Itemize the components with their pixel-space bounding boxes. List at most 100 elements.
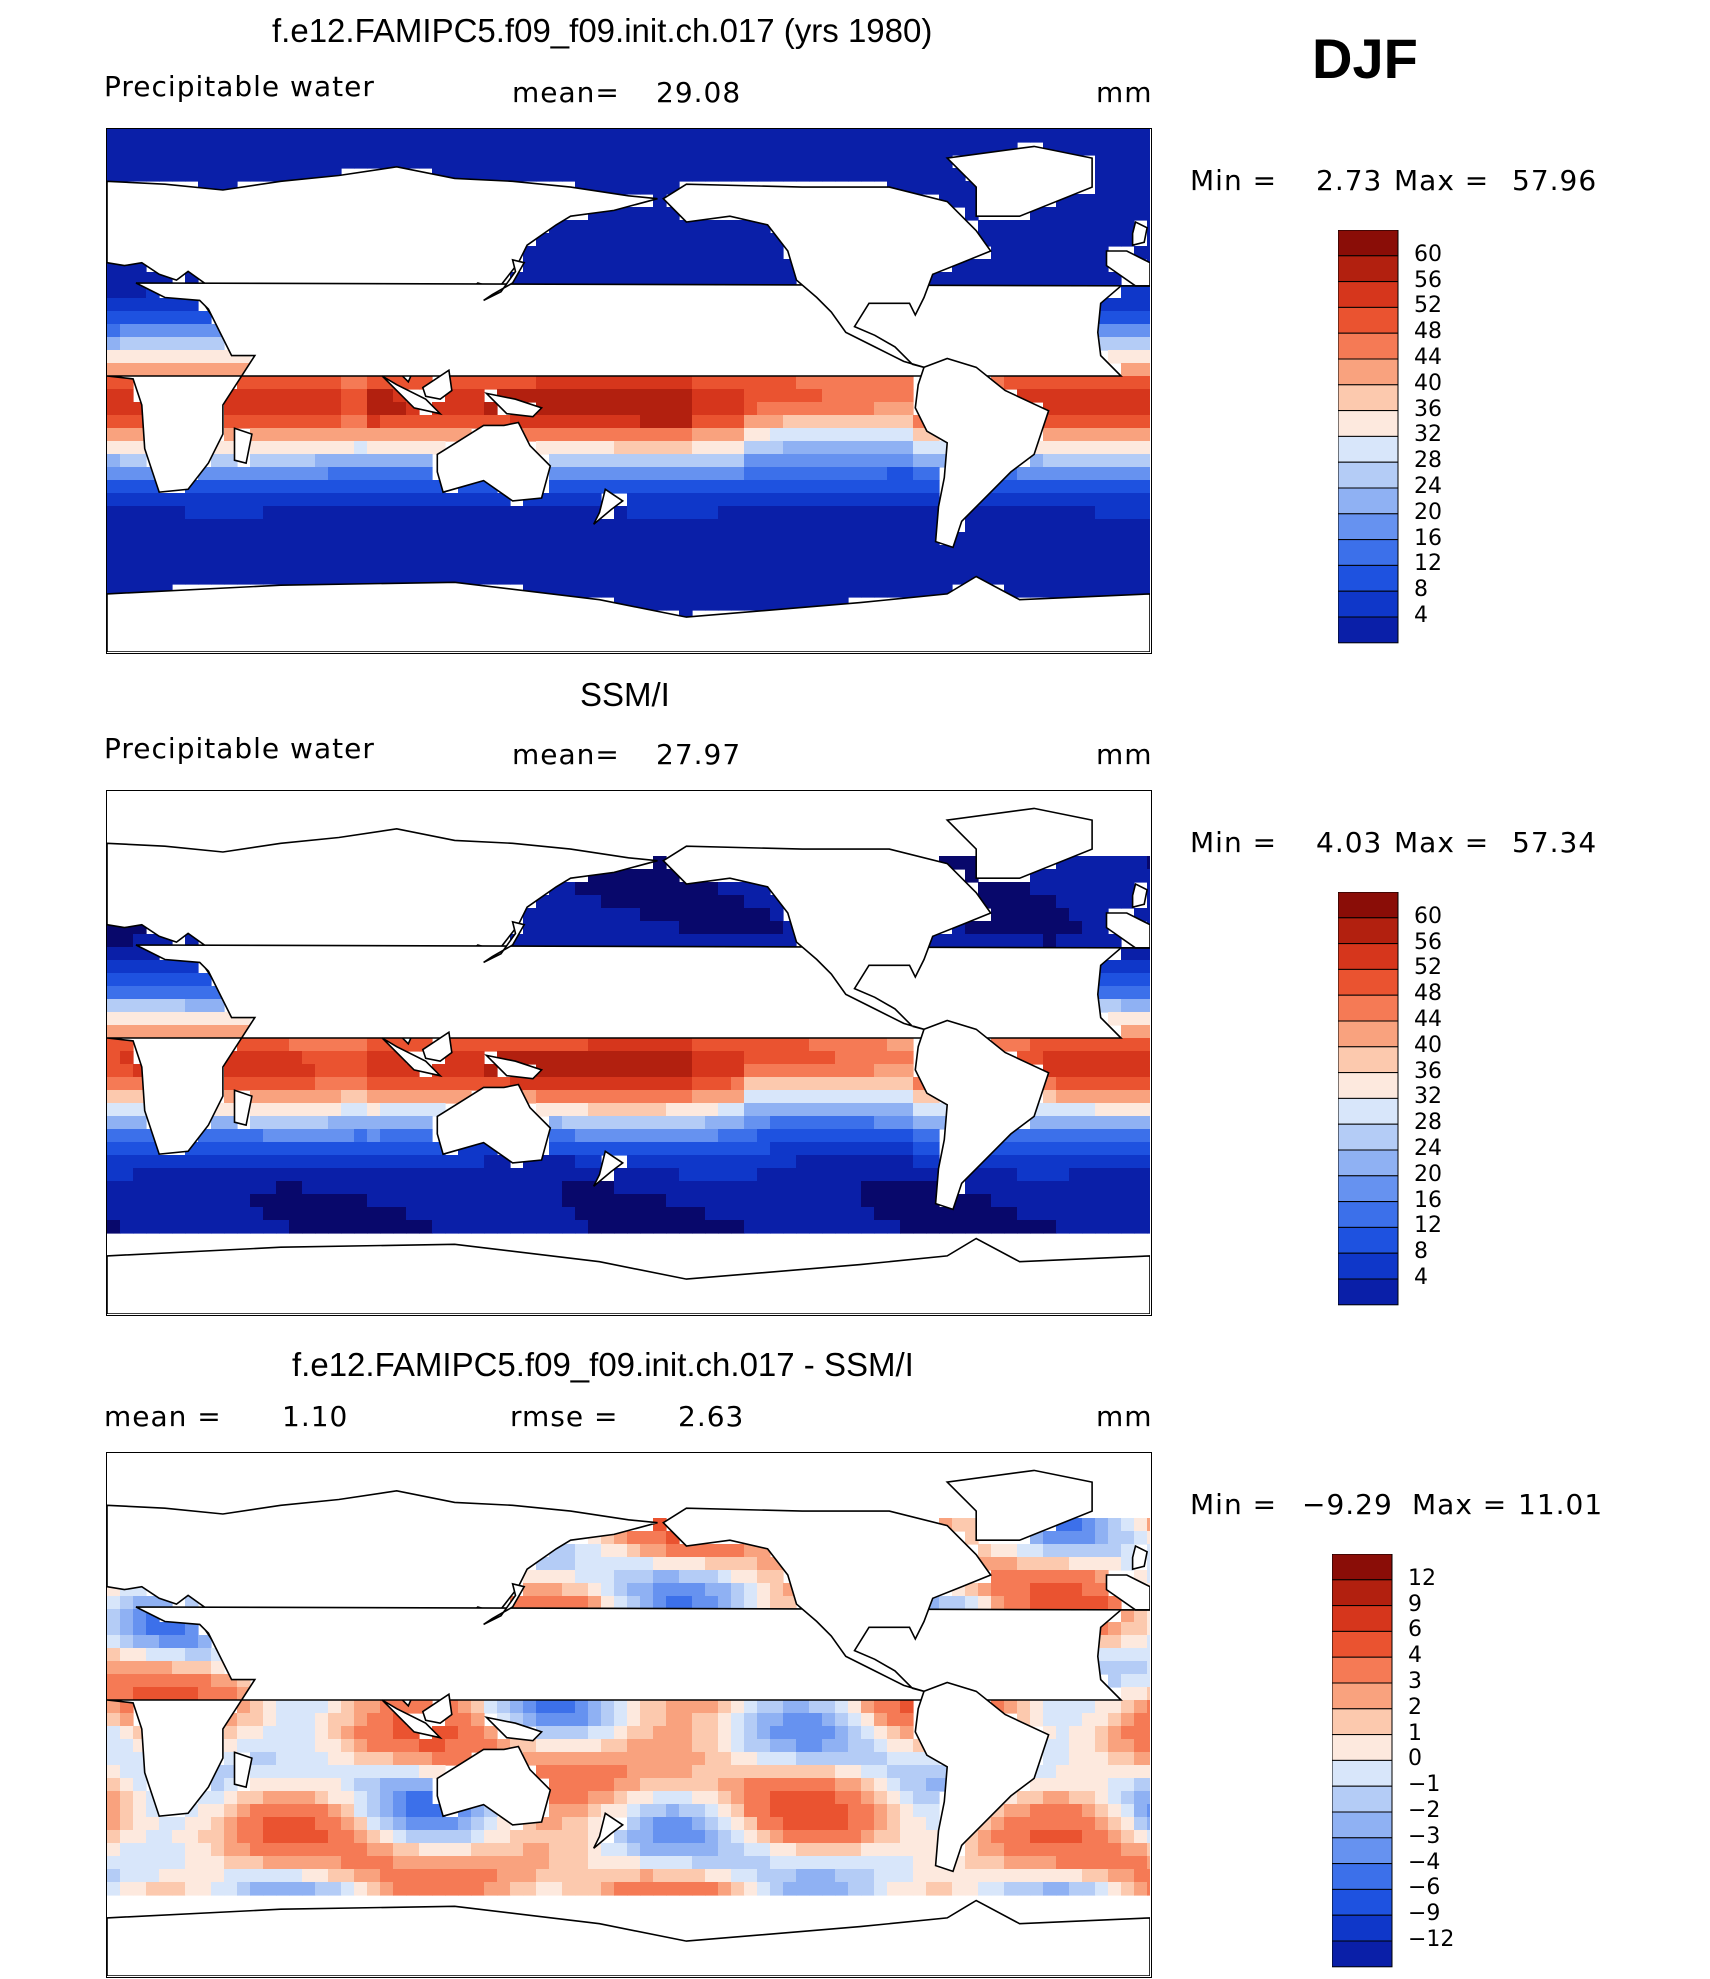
field-cell bbox=[315, 1168, 329, 1182]
field-cell bbox=[432, 129, 446, 143]
field-cell bbox=[276, 1752, 290, 1766]
field-cell bbox=[900, 1220, 914, 1234]
field-cell bbox=[1082, 142, 1096, 156]
field-cell bbox=[523, 1051, 537, 1065]
field-cell bbox=[835, 1142, 849, 1156]
field-cell bbox=[536, 259, 550, 273]
field-cell bbox=[484, 1726, 498, 1740]
panel1-max-value: 57.96 bbox=[1512, 164, 1598, 197]
field-cell bbox=[588, 1142, 602, 1156]
season-label: DJF bbox=[1312, 27, 1418, 90]
field-cell bbox=[302, 571, 316, 585]
field-cell bbox=[315, 1843, 329, 1857]
field-cell bbox=[497, 142, 511, 156]
field-cell bbox=[666, 1713, 680, 1727]
field-cell bbox=[484, 155, 498, 169]
field-cell bbox=[614, 1583, 628, 1597]
field-cell bbox=[445, 1830, 459, 1844]
field-cell bbox=[757, 558, 771, 572]
field-cell bbox=[692, 142, 706, 156]
field-cell bbox=[185, 571, 199, 585]
field-cell bbox=[302, 1090, 316, 1104]
field-cell bbox=[653, 934, 667, 948]
field-cell bbox=[328, 1882, 342, 1896]
field-cell bbox=[302, 1155, 316, 1169]
field-cell bbox=[393, 1220, 407, 1234]
field-cell bbox=[250, 506, 264, 520]
field-cell bbox=[393, 1830, 407, 1844]
field-cell bbox=[939, 1220, 953, 1234]
field-cell bbox=[1108, 1700, 1122, 1714]
field-cell bbox=[809, 428, 823, 442]
field-cell bbox=[822, 1739, 836, 1753]
field-cell bbox=[380, 1778, 394, 1792]
field-cell bbox=[1121, 519, 1135, 533]
field-cell bbox=[614, 1051, 628, 1065]
field-cell bbox=[146, 1687, 160, 1701]
field-cell bbox=[133, 441, 147, 455]
field-cell bbox=[744, 480, 758, 494]
field-cell bbox=[653, 480, 667, 494]
field-cell bbox=[965, 1882, 979, 1896]
field-cell bbox=[978, 1882, 992, 1896]
field-cell bbox=[1134, 1207, 1148, 1221]
field-cell bbox=[1147, 363, 1150, 377]
field-cell bbox=[731, 1116, 745, 1130]
field-cell bbox=[1121, 1103, 1135, 1117]
field-cell bbox=[705, 895, 719, 909]
field-cell bbox=[263, 480, 277, 494]
field-cell bbox=[1043, 129, 1057, 143]
field-cell bbox=[120, 1051, 134, 1065]
field-cell bbox=[159, 129, 173, 143]
field-cell bbox=[185, 973, 199, 987]
field-cell bbox=[328, 402, 342, 416]
field-cell bbox=[1030, 532, 1044, 546]
field-cell bbox=[822, 1713, 836, 1727]
field-cell bbox=[705, 1817, 719, 1831]
field-cell bbox=[172, 1194, 186, 1208]
field-cell bbox=[341, 454, 355, 468]
field-cell bbox=[419, 506, 433, 520]
field-cell bbox=[835, 142, 849, 156]
field-cell bbox=[536, 1090, 550, 1104]
field-cell bbox=[718, 467, 732, 481]
field-cell bbox=[133, 1129, 147, 1143]
field-cell bbox=[1030, 1700, 1044, 1714]
field-cell bbox=[640, 1557, 654, 1571]
colorbar-swatch bbox=[1338, 1278, 1399, 1306]
field-cell bbox=[549, 454, 563, 468]
field-cell bbox=[1121, 1207, 1135, 1221]
field-cell bbox=[809, 1843, 823, 1857]
field-cell bbox=[627, 389, 641, 403]
field-cell bbox=[1069, 1713, 1083, 1727]
field-cell bbox=[575, 428, 589, 442]
coastline bbox=[1131, 220, 1149, 247]
field-cell bbox=[575, 1869, 589, 1883]
field-cell bbox=[367, 532, 381, 546]
field-cell bbox=[107, 428, 121, 442]
field-cell bbox=[588, 1194, 602, 1208]
field-cell bbox=[185, 1674, 199, 1688]
field-cell bbox=[614, 1557, 628, 1571]
field-cell bbox=[562, 415, 576, 429]
field-cell bbox=[1056, 1544, 1070, 1558]
field-cell bbox=[887, 415, 901, 429]
colorbar-level-label: 32 bbox=[1414, 1084, 1442, 1110]
field-cell bbox=[406, 1830, 420, 1844]
field-cell bbox=[679, 441, 693, 455]
field-cell bbox=[640, 1726, 654, 1740]
field-cell bbox=[146, 142, 160, 156]
field-cell bbox=[1030, 480, 1044, 494]
field-cell bbox=[198, 1025, 212, 1039]
field-cell bbox=[458, 389, 472, 403]
field-cell bbox=[328, 1220, 342, 1234]
colorbar-level-label: 52 bbox=[1414, 293, 1442, 319]
field-cell bbox=[224, 545, 238, 559]
field-cell bbox=[328, 467, 342, 481]
field-cell bbox=[679, 597, 693, 611]
field-cell bbox=[627, 1090, 641, 1104]
field-cell bbox=[432, 571, 446, 585]
field-cell bbox=[874, 1856, 888, 1870]
field-cell bbox=[1147, 869, 1150, 883]
field-cell bbox=[757, 597, 771, 611]
